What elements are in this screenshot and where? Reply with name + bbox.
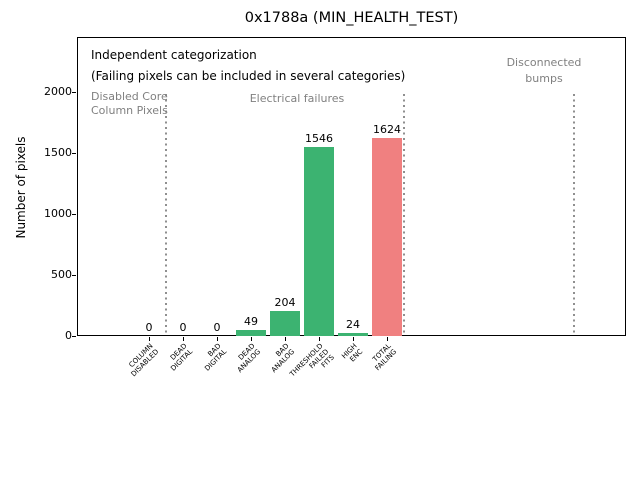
region-label-line: Column Pixels xyxy=(91,104,168,117)
annotation-failing-pixels-note: (Failing pixels can be included in sever… xyxy=(91,69,406,83)
region-label-electrical-failures: Electrical failures xyxy=(197,92,397,106)
bar-value-label: 1624 xyxy=(373,123,401,136)
x-tick-label-line: FITS xyxy=(319,353,336,370)
bar-value-label: 49 xyxy=(244,315,258,328)
y-tick-mark xyxy=(72,213,76,215)
region-label-line: Disabled Core xyxy=(91,90,168,103)
y-tick-label: 2000 xyxy=(44,85,72,98)
bar-value-label: 1546 xyxy=(305,132,333,145)
x-tick-mark xyxy=(352,337,354,341)
y-tick-label: 500 xyxy=(51,268,72,281)
x-tick-mark xyxy=(284,337,286,341)
x-tick-mark xyxy=(216,337,218,341)
region-label-line: Disconnected xyxy=(506,56,582,69)
bar-value-label: 204 xyxy=(274,296,296,309)
separator-dotted-line-1 xyxy=(165,94,167,336)
x-tick-mark xyxy=(250,337,252,341)
region-label-disabled-core-column-pixels: Disabled Core Column Pixels xyxy=(91,90,168,118)
y-tick-mark xyxy=(72,335,76,337)
plot-area xyxy=(77,37,626,336)
x-tick-mark xyxy=(318,337,320,341)
annotation-independent-categorization: Independent categorization xyxy=(91,48,257,62)
separator-dotted-line-2 xyxy=(403,94,405,336)
y-tick-label: 1500 xyxy=(44,146,72,159)
bar-value-label: 0 xyxy=(145,321,153,334)
separator-dotted-line-3 xyxy=(573,94,575,336)
x-tick-mark xyxy=(182,337,184,341)
bar-bad-analog xyxy=(270,311,300,336)
bar-dead-analog xyxy=(236,330,266,336)
bar-total-failing xyxy=(372,138,402,336)
y-tick-mark xyxy=(72,274,76,276)
bar-value-label: 24 xyxy=(346,318,360,331)
region-label-line: bumps xyxy=(525,72,563,85)
x-tick-mark xyxy=(148,337,150,341)
bar-high-enc xyxy=(338,333,368,336)
x-tick-mark xyxy=(386,337,388,341)
bar-value-label: 0 xyxy=(213,321,221,334)
bar-threshold-failed-fits xyxy=(304,147,334,336)
y-tick-mark xyxy=(72,152,76,154)
y-tick-label: 0 xyxy=(65,329,72,342)
region-label-line: Electrical failures xyxy=(249,92,345,105)
chart-title: 0x1788a (MIN_HEALTH_TEST) xyxy=(244,10,459,26)
region-label-disconnected-bumps: Disconnected bumps xyxy=(464,55,624,87)
y-tick-mark xyxy=(72,91,76,93)
bar-value-label: 0 xyxy=(179,321,187,334)
y-tick-label: 1000 xyxy=(44,207,72,220)
